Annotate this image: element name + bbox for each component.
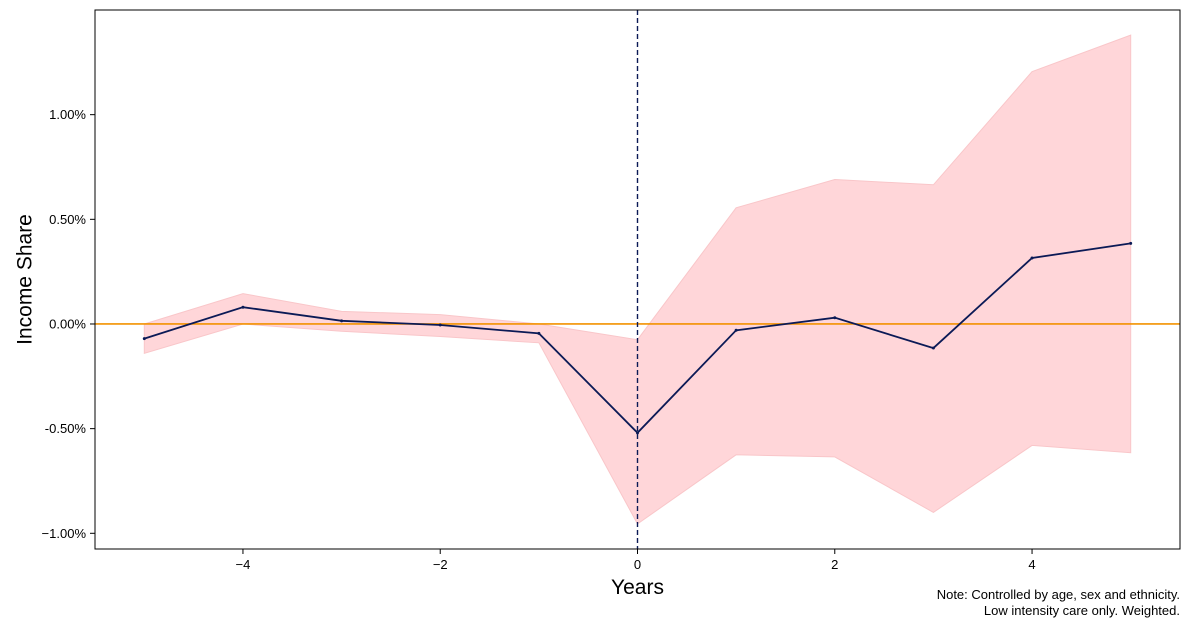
data-point bbox=[931, 346, 935, 350]
data-point bbox=[734, 328, 738, 332]
plot-frame bbox=[94, 9, 1181, 550]
chart-note: Note: Controlled by age, sex and ethnici… bbox=[937, 587, 1180, 619]
note-line-2: Low intensity care only. Weighted. bbox=[983, 603, 1180, 618]
x-axis-ticks: −4 −2 0 2 4 bbox=[236, 549, 1036, 572]
data-point bbox=[833, 316, 837, 320]
y-tick-label: 0.50% bbox=[49, 212, 86, 227]
data-point bbox=[142, 337, 146, 341]
x-tick-label: 0 bbox=[634, 557, 641, 572]
data-point bbox=[1129, 241, 1133, 245]
data-point bbox=[438, 323, 442, 327]
y-axis-ticks: −1.00% -0.50% 0.00% 0.50% 1.00% bbox=[42, 107, 95, 541]
data-point bbox=[1030, 256, 1034, 260]
data-point bbox=[636, 431, 639, 435]
y-axis-label: Income Share bbox=[14, 214, 37, 345]
data-point bbox=[537, 331, 541, 335]
x-tick-label: 2 bbox=[831, 557, 838, 572]
y-tick-label: -0.50% bbox=[45, 421, 87, 436]
x-axis-label: Years bbox=[611, 576, 664, 599]
note-line-1: Note: Controlled by age, sex and ethnici… bbox=[936, 587, 1180, 602]
data-point bbox=[340, 319, 344, 323]
data-point bbox=[241, 305, 245, 309]
x-tick-label: −4 bbox=[236, 557, 251, 572]
y-tick-label: 0.00% bbox=[49, 316, 86, 331]
x-tick-label: 4 bbox=[1028, 557, 1035, 572]
x-tick-label: −2 bbox=[433, 557, 448, 572]
y-tick-label: −1.00% bbox=[42, 526, 87, 541]
confidence-band bbox=[143, 34, 1132, 525]
y-tick-label: 1.00% bbox=[49, 107, 86, 122]
plot-area bbox=[95, 10, 1180, 549]
